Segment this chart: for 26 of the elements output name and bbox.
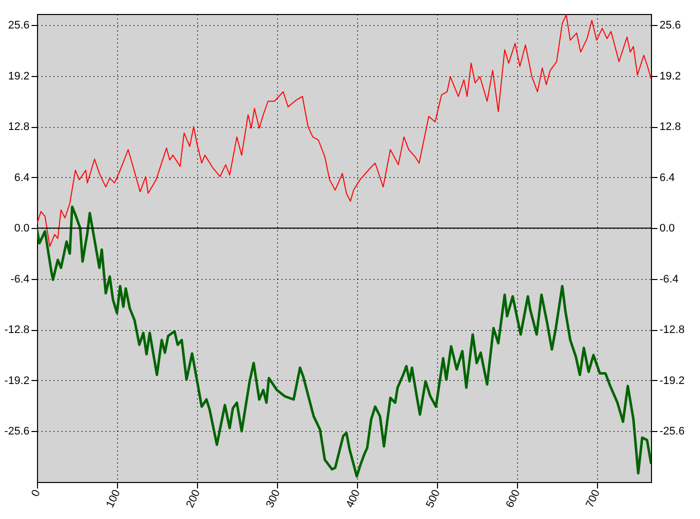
y-tick-label: -6.4	[10, 273, 30, 286]
x-tick-label: 0	[29, 488, 43, 499]
y-tick-label: -12.8	[4, 324, 30, 336]
y-tick-label: -19.2	[4, 374, 30, 387]
y-tick-label: 19.2	[8, 70, 30, 82]
y2-tick-label: 19.2	[660, 70, 681, 82]
y2-tick-label: -6.4	[660, 273, 678, 286]
y2-tick-label: 12.8	[660, 121, 681, 134]
y-tick-label: -25.6	[4, 426, 30, 438]
x-tick-label: 500	[424, 488, 443, 510]
x-tick-label: 600	[504, 488, 523, 510]
x-tick-label: 400	[344, 488, 363, 510]
y-tick-label: 12.8	[8, 121, 30, 134]
y2-tick-label: 25.6	[660, 20, 681, 32]
y-tick-label: 0.0	[14, 222, 30, 235]
y2-tick-label: 0.0	[660, 222, 675, 235]
y-tick-label: 25.6	[8, 20, 30, 32]
y2-tick-label: 6.4	[660, 172, 675, 184]
y2-tick-label: -12.8	[660, 324, 685, 336]
x-tick-label: 200	[184, 488, 203, 510]
y2-tick-label: -19.2	[660, 374, 685, 387]
x-tick-label: 700	[584, 488, 603, 510]
x-tick-label: 100	[104, 488, 123, 510]
y2-tick-label: -25.6	[660, 426, 685, 438]
x-tick-label: 300	[264, 488, 283, 510]
y-tick-label: 6.4	[14, 172, 30, 184]
